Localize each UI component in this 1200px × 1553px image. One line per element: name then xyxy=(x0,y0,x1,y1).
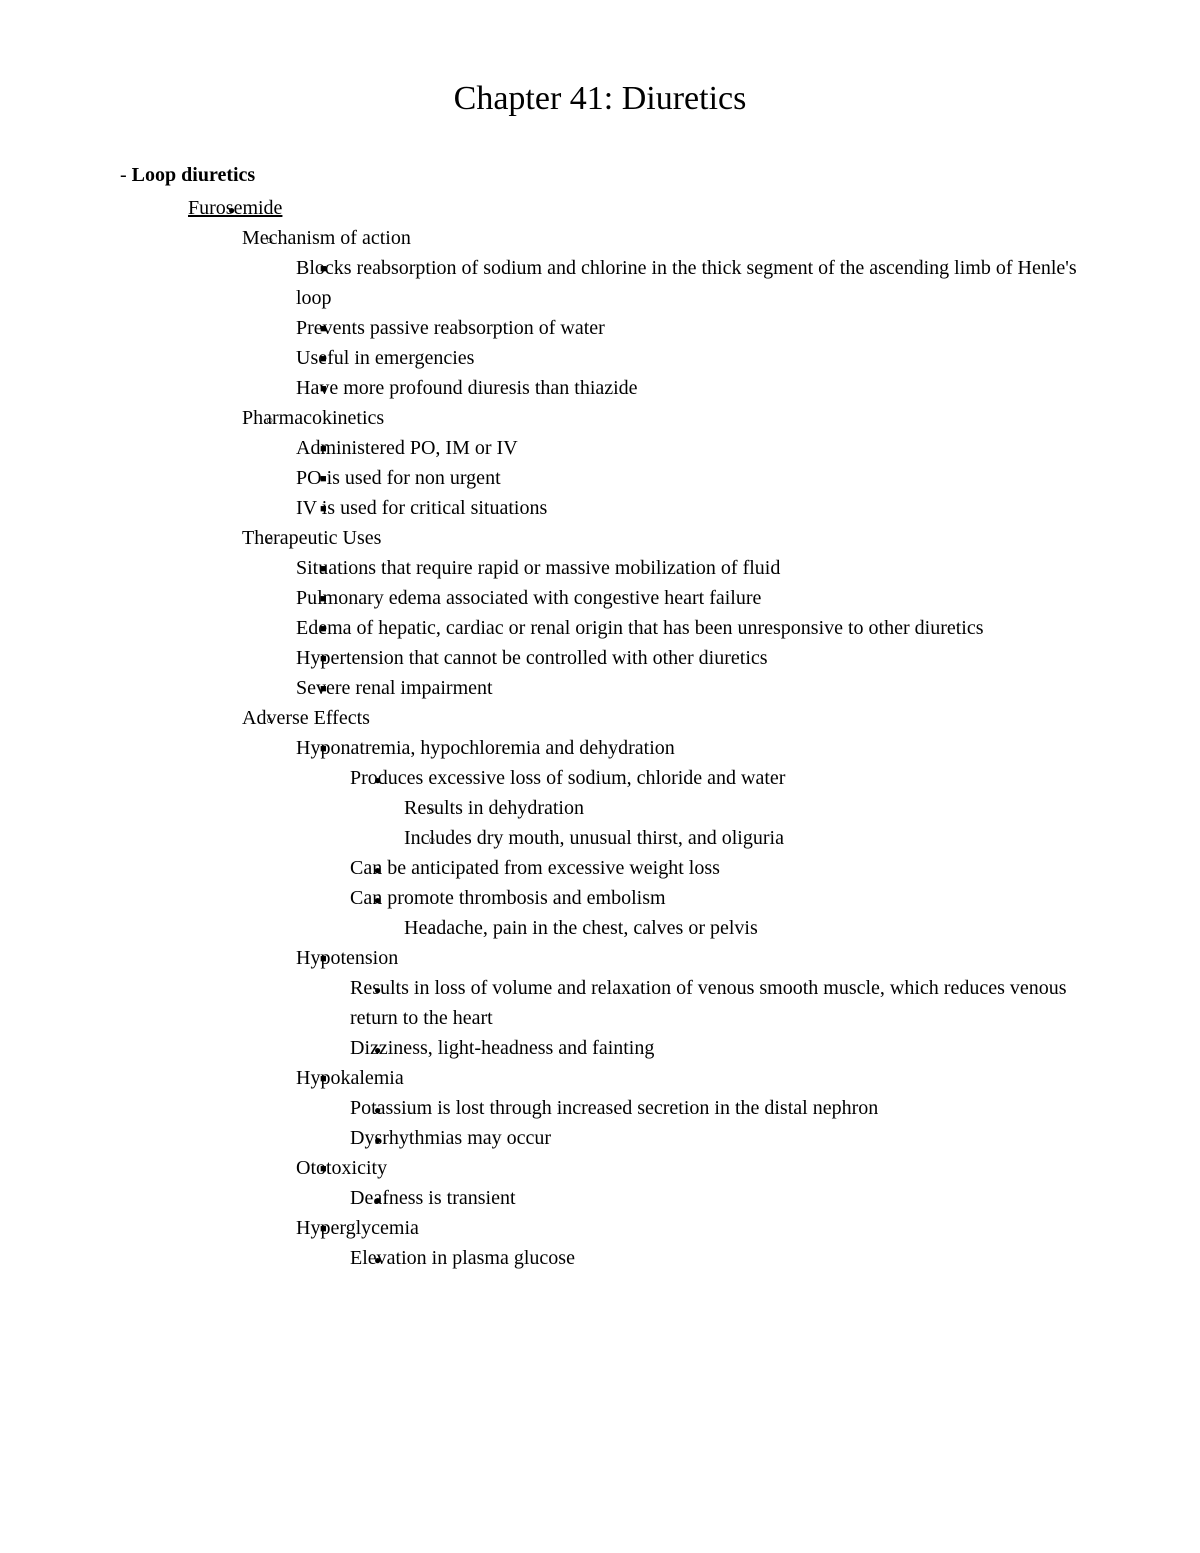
list-level-4: Results in loss of volume and relaxation… xyxy=(296,973,1080,1063)
text: Hypotension xyxy=(296,947,398,969)
text: Adverse Effects xyxy=(242,707,370,729)
list-item: PO is used for non urgent xyxy=(296,463,1080,493)
document-page: Chapter 41: Diuretics - Loop diuretics F… xyxy=(0,0,1200,1333)
list-item: Elevation in plasma glucose xyxy=(350,1243,1080,1273)
drug-name: Furosemide xyxy=(188,197,282,219)
text: Mechanism of action xyxy=(242,227,411,249)
list-item: Useful in emergencies xyxy=(296,343,1080,373)
list-level-3: Hyponatremia, hypochloremia and dehydrat… xyxy=(242,733,1080,1273)
list-level-4: Produces excessive loss of sodium, chlor… xyxy=(296,763,1080,943)
section-dash: - xyxy=(120,164,132,186)
text: Therapeutic Uses xyxy=(242,527,381,549)
moa-heading: Mechanism of action Blocks reabsorption … xyxy=(242,223,1080,403)
page-title: Chapter 41: Diuretics xyxy=(120,80,1080,118)
ae-heading: Adverse Effects Hyponatremia, hypochlore… xyxy=(242,703,1080,1273)
list-item: Severe renal impairment xyxy=(296,673,1080,703)
drug-item: Furosemide Mechanism of action Blocks re… xyxy=(188,193,1080,1273)
section-label: Loop diuretics xyxy=(132,164,256,186)
pk-heading: Pharmacokinetics Administered PO, IM or … xyxy=(242,403,1080,523)
list-item: Administered PO, IM or IV xyxy=(296,433,1080,463)
list-item: Dysrhythmias may occur xyxy=(350,1123,1080,1153)
list-level-4: Deafness is transient xyxy=(296,1183,1080,1213)
list-item: Results in dehydration xyxy=(404,793,1080,823)
list-level-4: Potassium is lost through increased secr… xyxy=(296,1093,1080,1153)
list-level-3: Blocks reabsorption of sodium and chlori… xyxy=(242,253,1080,403)
list-level-3: Situations that require rapid or massive… xyxy=(242,553,1080,703)
list-level-5: Results in dehydration Includes dry mout… xyxy=(350,793,1080,853)
ae-ototoxicity: Ototoxicity Deafness is transient xyxy=(296,1153,1080,1213)
ae-hypotension: Hypotension Results in loss of volume an… xyxy=(296,943,1080,1063)
list-level-3: Administered PO, IM or IV PO is used for… xyxy=(242,433,1080,523)
list-level-1: Furosemide Mechanism of action Blocks re… xyxy=(120,193,1080,1273)
list-item: Have more profound diuresis than thiazid… xyxy=(296,373,1080,403)
list-item: Includes dry mouth, unusual thirst, and … xyxy=(404,823,1080,853)
ae-hypokalemia: Hypokalemia Potassium is lost through in… xyxy=(296,1063,1080,1153)
ae-hyperglycemia: Hyperglycemia Elevation in plasma glucos… xyxy=(296,1213,1080,1273)
list-item: Situations that require rapid or massive… xyxy=(296,553,1080,583)
list-level-5: Headache, pain in the chest, calves or p… xyxy=(350,913,1080,943)
list-item: Edema of hepatic, cardiac or renal origi… xyxy=(296,613,1080,643)
list-item: Deafness is transient xyxy=(350,1183,1080,1213)
text: Hypokalemia xyxy=(296,1067,404,1089)
list-item: IV is used for critical situations xyxy=(296,493,1080,523)
list-item: Dizziness, light-headness and fainting xyxy=(350,1033,1080,1063)
text: Can promote thrombosis and embolism xyxy=(350,887,666,909)
list-item: Results in loss of volume and relaxation… xyxy=(350,973,1080,1033)
text: Hyperglycemia xyxy=(296,1217,419,1239)
ae-hyponatremia: Hyponatremia, hypochloremia and dehydrat… xyxy=(296,733,1080,943)
list-item: Can be anticipated from excessive weight… xyxy=(350,853,1080,883)
list-level-4: Elevation in plasma glucose xyxy=(296,1243,1080,1273)
list-item: Potassium is lost through increased secr… xyxy=(350,1093,1080,1123)
section-header: - Loop diuretics xyxy=(120,164,1080,187)
list-item: Produces excessive loss of sodium, chlor… xyxy=(350,763,1080,853)
list-item: Prevents passive reabsorption of water xyxy=(296,313,1080,343)
list-item: Hypertension that cannot be controlled w… xyxy=(296,643,1080,673)
text: Produces excessive loss of sodium, chlor… xyxy=(350,767,785,789)
text: Hyponatremia, hypochloremia and dehydrat… xyxy=(296,737,675,759)
list-level-2: Mechanism of action Blocks reabsorption … xyxy=(188,223,1080,1273)
text: Pharmacokinetics xyxy=(242,407,384,429)
list-item: Can promote thrombosis and embolism Head… xyxy=(350,883,1080,943)
uses-heading: Therapeutic Uses Situations that require… xyxy=(242,523,1080,703)
list-item: Headache, pain in the chest, calves or p… xyxy=(404,913,1080,943)
list-item: Pulmonary edema associated with congesti… xyxy=(296,583,1080,613)
text: Ototoxicity xyxy=(296,1157,387,1179)
list-item: Blocks reabsorption of sodium and chlori… xyxy=(296,253,1080,313)
